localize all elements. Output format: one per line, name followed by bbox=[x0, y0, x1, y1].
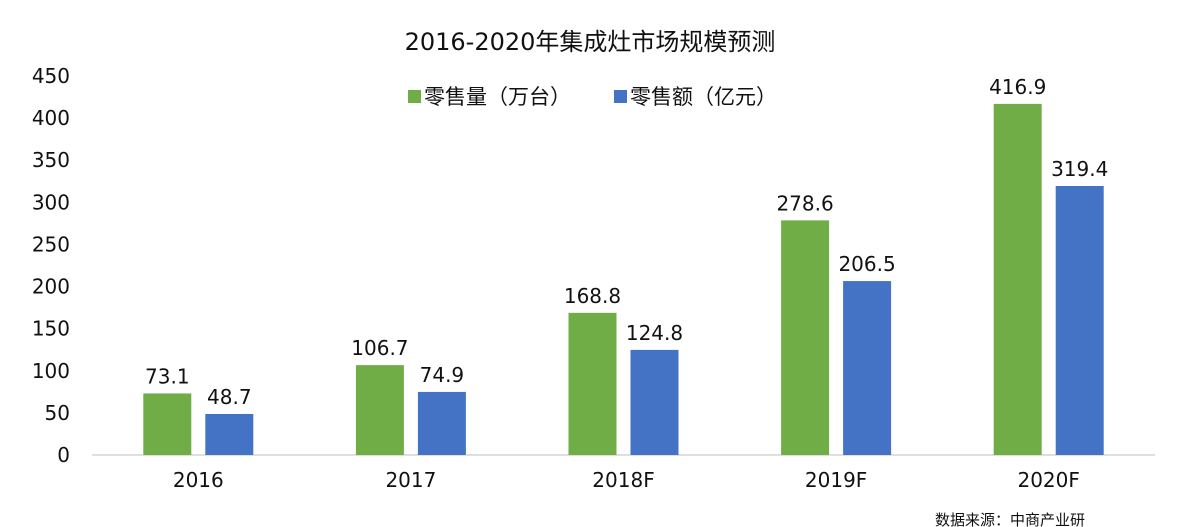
data-label: 48.7 bbox=[207, 385, 252, 409]
bar-retail-sales bbox=[417, 391, 466, 455]
y-tick-label: 300 bbox=[32, 190, 70, 214]
data-label: 106.7 bbox=[351, 336, 408, 360]
y-tick-label: 200 bbox=[32, 275, 70, 299]
legend-swatch-retail-volume bbox=[408, 90, 421, 103]
data-label: 278.6 bbox=[776, 191, 833, 215]
bar-retail-sales bbox=[843, 281, 892, 455]
y-tick-label: 450 bbox=[32, 64, 70, 88]
data-label: 319.4 bbox=[1051, 157, 1108, 181]
legend-label-retail-sales: 零售额（亿元） bbox=[630, 85, 777, 109]
legend-swatch-retail-sales bbox=[614, 90, 627, 103]
bar-retail-sales bbox=[630, 349, 679, 455]
bars bbox=[143, 103, 1104, 456]
source-note: 数据来源：中商产业研 bbox=[935, 511, 1085, 527]
x-axis: 2016 2017 2018F 2019F 2020F bbox=[92, 454, 1155, 492]
y-tick-label: 250 bbox=[32, 232, 70, 256]
bar-retail-volume bbox=[781, 220, 830, 455]
y-tick-label: 50 bbox=[45, 401, 70, 425]
x-tick-label: 2020F bbox=[1017, 468, 1079, 492]
data-label: 74.9 bbox=[420, 363, 465, 387]
y-tick-label: 350 bbox=[32, 148, 70, 172]
y-tick-label: 150 bbox=[32, 317, 70, 341]
chart-title: 2016-2020年集成灶市场规模预测 bbox=[405, 28, 776, 56]
data-label: 416.9 bbox=[989, 75, 1046, 99]
x-tick-label: 2018F bbox=[592, 468, 654, 492]
y-tick-label: 100 bbox=[32, 359, 70, 383]
bar-retail-sales bbox=[205, 413, 254, 455]
data-label: 206.5 bbox=[838, 252, 895, 276]
legend-label-retail-volume: 零售量（万台） bbox=[424, 85, 571, 109]
x-tick-label: 2017 bbox=[385, 468, 436, 492]
bar-retail-volume bbox=[355, 365, 404, 455]
bar-retail-sales bbox=[1055, 185, 1104, 456]
bar-retail-volume bbox=[143, 393, 192, 455]
x-tick-label: 2019F bbox=[805, 468, 867, 492]
bar-retail-volume bbox=[568, 312, 617, 455]
data-label: 73.1 bbox=[145, 364, 190, 388]
y-tick-label: 400 bbox=[32, 106, 70, 130]
y-tick-label: 0 bbox=[57, 443, 70, 467]
legend: 零售量（万台） 零售额（亿元） bbox=[408, 85, 777, 109]
bar-retail-volume bbox=[993, 103, 1042, 455]
y-axis: 0 50 100 150 200 250 300 350 400 450 bbox=[32, 64, 70, 467]
data-label: 168.8 bbox=[564, 284, 621, 308]
data-label: 124.8 bbox=[626, 321, 683, 345]
x-tick-label: 2016 bbox=[173, 468, 224, 492]
